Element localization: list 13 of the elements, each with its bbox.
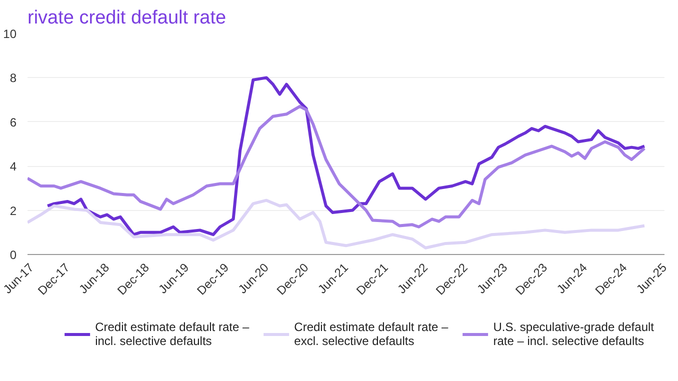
y-tick-label: 4 <box>10 160 17 174</box>
legend-label: Credit estimate default rate – incl. selective defaults <box>95 320 250 348</box>
legend-label: Credit estimate default rate – excl. selective defaults <box>294 320 448 348</box>
y-tick-label: 10 <box>3 27 17 41</box>
y-tick-label: 2 <box>10 204 17 218</box>
y-tick-label: 6 <box>10 115 17 130</box>
line-series <box>28 198 646 250</box>
y-tick-label: 0 <box>10 248 17 262</box>
legend-label: U.S. speculative-grade default rate – incl. selective defaults <box>493 320 654 348</box>
chart-title: rivate credit default rate <box>28 8 226 28</box>
line-series <box>46 76 646 236</box>
line-series <box>28 104 646 228</box>
y-tick-label: 8 <box>10 71 17 86</box>
